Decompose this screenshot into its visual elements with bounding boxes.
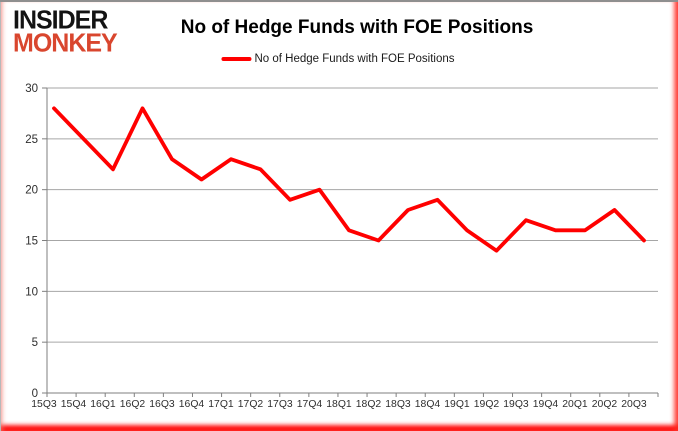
- chart-title: No of Hedge Funds with FOE Positions: [180, 17, 534, 38]
- x-tick-label: 18Q2: [356, 399, 382, 410]
- legend: No of Hedge Funds with FOE Positions: [221, 53, 455, 65]
- legend-label: No of Hedge Funds with FOE Positions: [254, 53, 455, 65]
- logo-text-monkey: MONKEY: [13, 28, 118, 58]
- y-tick-label: 25: [25, 134, 38, 146]
- x-tick-label: 18Q4: [415, 399, 441, 410]
- legend-line-marker: [221, 57, 252, 61]
- x-tick-label: 16Q4: [179, 399, 205, 410]
- x-tick-label: 18Q3: [385, 399, 411, 410]
- y-tick-label: 10: [25, 286, 38, 298]
- y-tick-label: 30: [25, 83, 38, 95]
- x-tick-label: 16Q3: [149, 399, 175, 410]
- data-series-line: [52, 106, 646, 253]
- x-tick-label: 16Q2: [120, 399, 146, 410]
- y-tick-label: 5: [32, 337, 38, 349]
- x-tick-label: 20Q3: [621, 399, 647, 410]
- x-tick-label: 18Q1: [326, 399, 352, 410]
- y-tick-label: 20: [25, 185, 38, 197]
- y-tick-label: 15: [25, 236, 38, 248]
- x-tick-label: 15Q3: [31, 399, 57, 410]
- insider-monkey-logo: INSIDER MONKEY: [13, 5, 118, 58]
- x-tick-label: 19Q1: [444, 399, 470, 410]
- x-tick-label: 17Q1: [208, 399, 234, 410]
- x-tick-label: 19Q4: [533, 399, 559, 410]
- x-tick-label: 19Q3: [503, 399, 529, 410]
- logo-text-insider: INSIDER: [13, 5, 108, 35]
- x-tick-label: 20Q2: [592, 399, 618, 410]
- x-tick-label: 17Q3: [267, 399, 293, 410]
- x-tick-label: 15Q4: [61, 399, 87, 410]
- x-tick-label: 20Q1: [562, 399, 588, 410]
- y-tick-label: 0: [32, 388, 38, 400]
- x-tick-label: 17Q4: [297, 399, 323, 410]
- x-tick-label: 19Q2: [474, 399, 500, 410]
- line-chart: 0 5 10 15 20 25 30 15Q3 15Q4 16Q1 16Q2 16Q3 16Q4 17Q1…: [25, 83, 659, 410]
- x-tick-label: 16Q1: [90, 399, 116, 410]
- x-tick-label: 17Q2: [238, 399, 264, 410]
